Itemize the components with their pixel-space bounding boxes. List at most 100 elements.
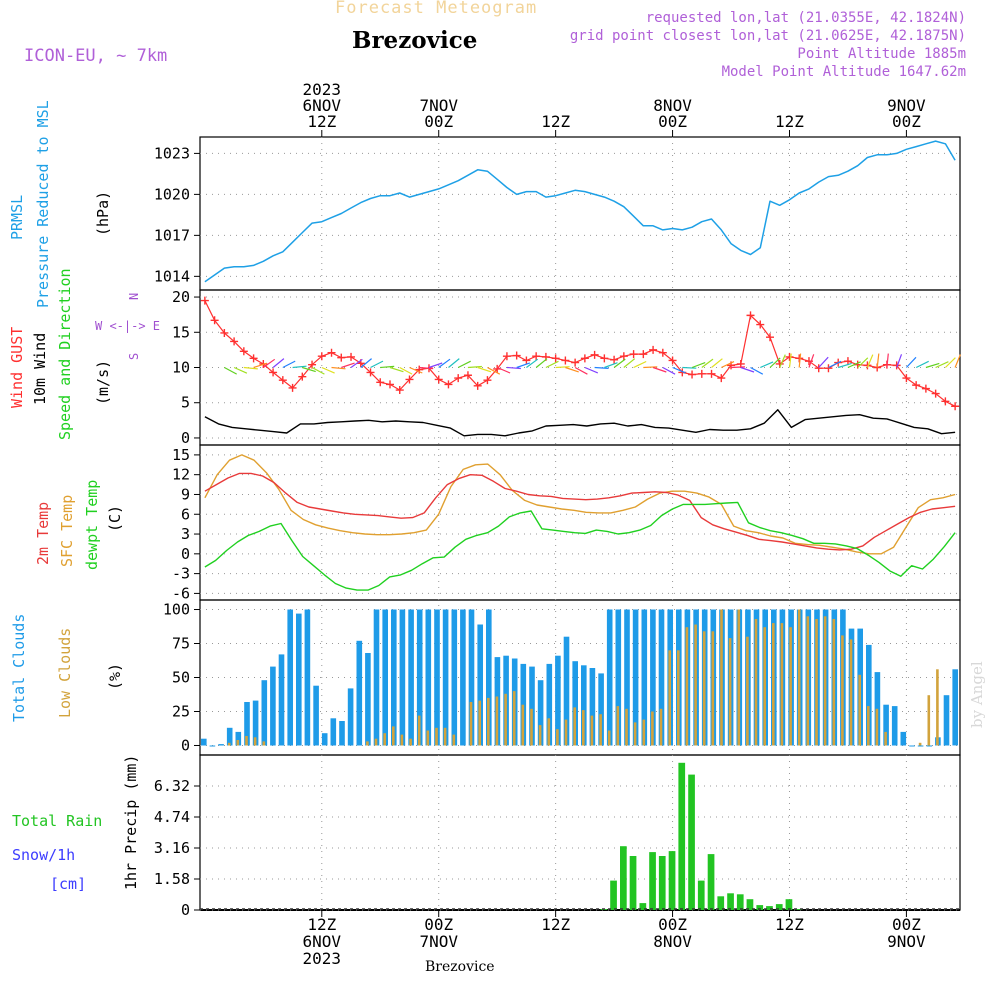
low-cloud-bar (815, 619, 818, 746)
total-cloud-bar (313, 685, 319, 746)
wind-direction-arrow (711, 358, 723, 368)
low-cloud-bar (616, 706, 620, 746)
total-cloud-bar (391, 609, 397, 746)
gust-marker (551, 354, 560, 363)
low-cloud-bar (547, 718, 551, 746)
total-cloud-bar (650, 609, 656, 746)
y-axis-temperature: -6-3 0 3 6 912 15 (172, 446, 960, 602)
gust-marker (951, 402, 960, 411)
low-cloud-bar (763, 627, 766, 746)
total-cloud-bar (529, 666, 535, 746)
wind-direction-arrow (662, 366, 676, 375)
low-cloud-bar (720, 609, 723, 746)
wind-direction-arrow (935, 361, 949, 369)
wind-direction-arrow (594, 366, 609, 369)
total-cloud-bar (261, 680, 268, 746)
y-tick-label: -3 (172, 565, 190, 583)
rain-label: Total Rain (12, 812, 102, 830)
cloud-bars (201, 609, 958, 747)
y-axis-wind: 0 5 10 15 20 (172, 288, 960, 447)
wind-direction-arrow (477, 366, 492, 373)
time-label-top: 8NOV (653, 96, 692, 115)
total-cloud-bar (347, 688, 354, 746)
location-title: Brezovice (352, 27, 478, 54)
low-cloud-bar (789, 627, 792, 746)
total-cloud-bar (382, 609, 388, 746)
low-cloud-bar (582, 710, 585, 746)
wind-direction-arrow (506, 366, 521, 370)
total-cloud-bar (408, 609, 414, 746)
rain-bar (697, 880, 705, 910)
wind-direction-arrow (496, 366, 511, 374)
wind-direction-arrow (535, 358, 548, 368)
gust-marker (921, 384, 930, 393)
wind-direction-arrow (876, 353, 880, 368)
wind-direction-arrow (788, 353, 792, 368)
wind-direction-arrow (302, 366, 316, 373)
wind-direction-arrow (526, 358, 539, 368)
total-cloud-bar (416, 609, 423, 746)
rain-bar (649, 852, 656, 910)
total-cloud-bar (900, 731, 907, 746)
gust-marker (941, 397, 950, 406)
y-tick-label: 9 (181, 485, 190, 503)
y-tick-label: 1020 (154, 185, 190, 203)
wind-direction-arrow (370, 360, 384, 369)
time-label-top: 12Z (541, 112, 570, 131)
low-cloud-bar (633, 722, 637, 746)
pressure-label-2: Pressure Reduced to MSL (34, 100, 52, 308)
gust-marker (561, 356, 570, 365)
gust-marker (298, 372, 307, 381)
low-cloud-bar (936, 669, 939, 746)
panel-frame-temperature (199, 444, 961, 601)
rain-bar (795, 909, 803, 910)
total-cloud-bar (451, 609, 458, 746)
total-cloud-bar (891, 706, 898, 746)
low-cloud-bar (452, 734, 456, 746)
total-cloud-bar (442, 609, 449, 746)
time-label-bottom: 12Z (775, 915, 804, 934)
total-cloud-bar (632, 609, 639, 746)
total-cloud-bar (909, 745, 915, 747)
total-cloud-bar (589, 668, 596, 746)
total-cloud-bar (399, 609, 406, 746)
low-cloud-bar (927, 695, 931, 746)
gust-marker (317, 352, 326, 361)
compass-north: N (127, 293, 141, 300)
y-tick-label: 50 (172, 669, 190, 687)
low-clouds-label: Low Clouds (56, 628, 74, 718)
y-tick-label: 0 (181, 545, 190, 563)
time-label-bottom: 00Z (658, 915, 687, 934)
wind-direction-arrow (428, 362, 443, 369)
wind-direction-arrow (545, 360, 559, 369)
time-label-top: 6NOV (303, 96, 342, 115)
rain-bar (678, 762, 686, 910)
low-cloud-bar (417, 715, 421, 746)
gust-marker (658, 348, 667, 357)
total-cloud-bar (563, 636, 570, 746)
gust-marker (249, 354, 258, 363)
low-cloud-bar (754, 619, 758, 746)
low-cloud-bar (797, 609, 801, 746)
wind-direction-arrow (672, 366, 686, 374)
gust-marker (756, 320, 765, 329)
y-axis-precip: 0 1.58 3.16 4.74 6.32 (154, 777, 960, 919)
low-cloud-bar (806, 616, 810, 746)
y-tick-label: 1.58 (154, 870, 190, 888)
total-cloud-bar (434, 609, 440, 746)
total-cloud-bar (546, 663, 553, 746)
wind-direction-arrow (818, 356, 829, 368)
time-label-bottom: 2023 (303, 949, 342, 968)
wind-direction-arrow (584, 366, 599, 374)
wind-speed-label: Speed and Direction (56, 268, 74, 440)
wind-10m-label: 10m Wind (31, 333, 49, 405)
gust-marker (463, 371, 472, 380)
total-cloud-bar (330, 718, 337, 746)
gust-marker (522, 356, 531, 365)
gust-marker (444, 380, 453, 389)
wind-series (200, 296, 961, 437)
low-cloud-bar (400, 734, 404, 746)
total-cloud-bar (235, 731, 242, 746)
wind-direction-arrow (808, 354, 815, 368)
total-cloud-bar (201, 738, 207, 746)
